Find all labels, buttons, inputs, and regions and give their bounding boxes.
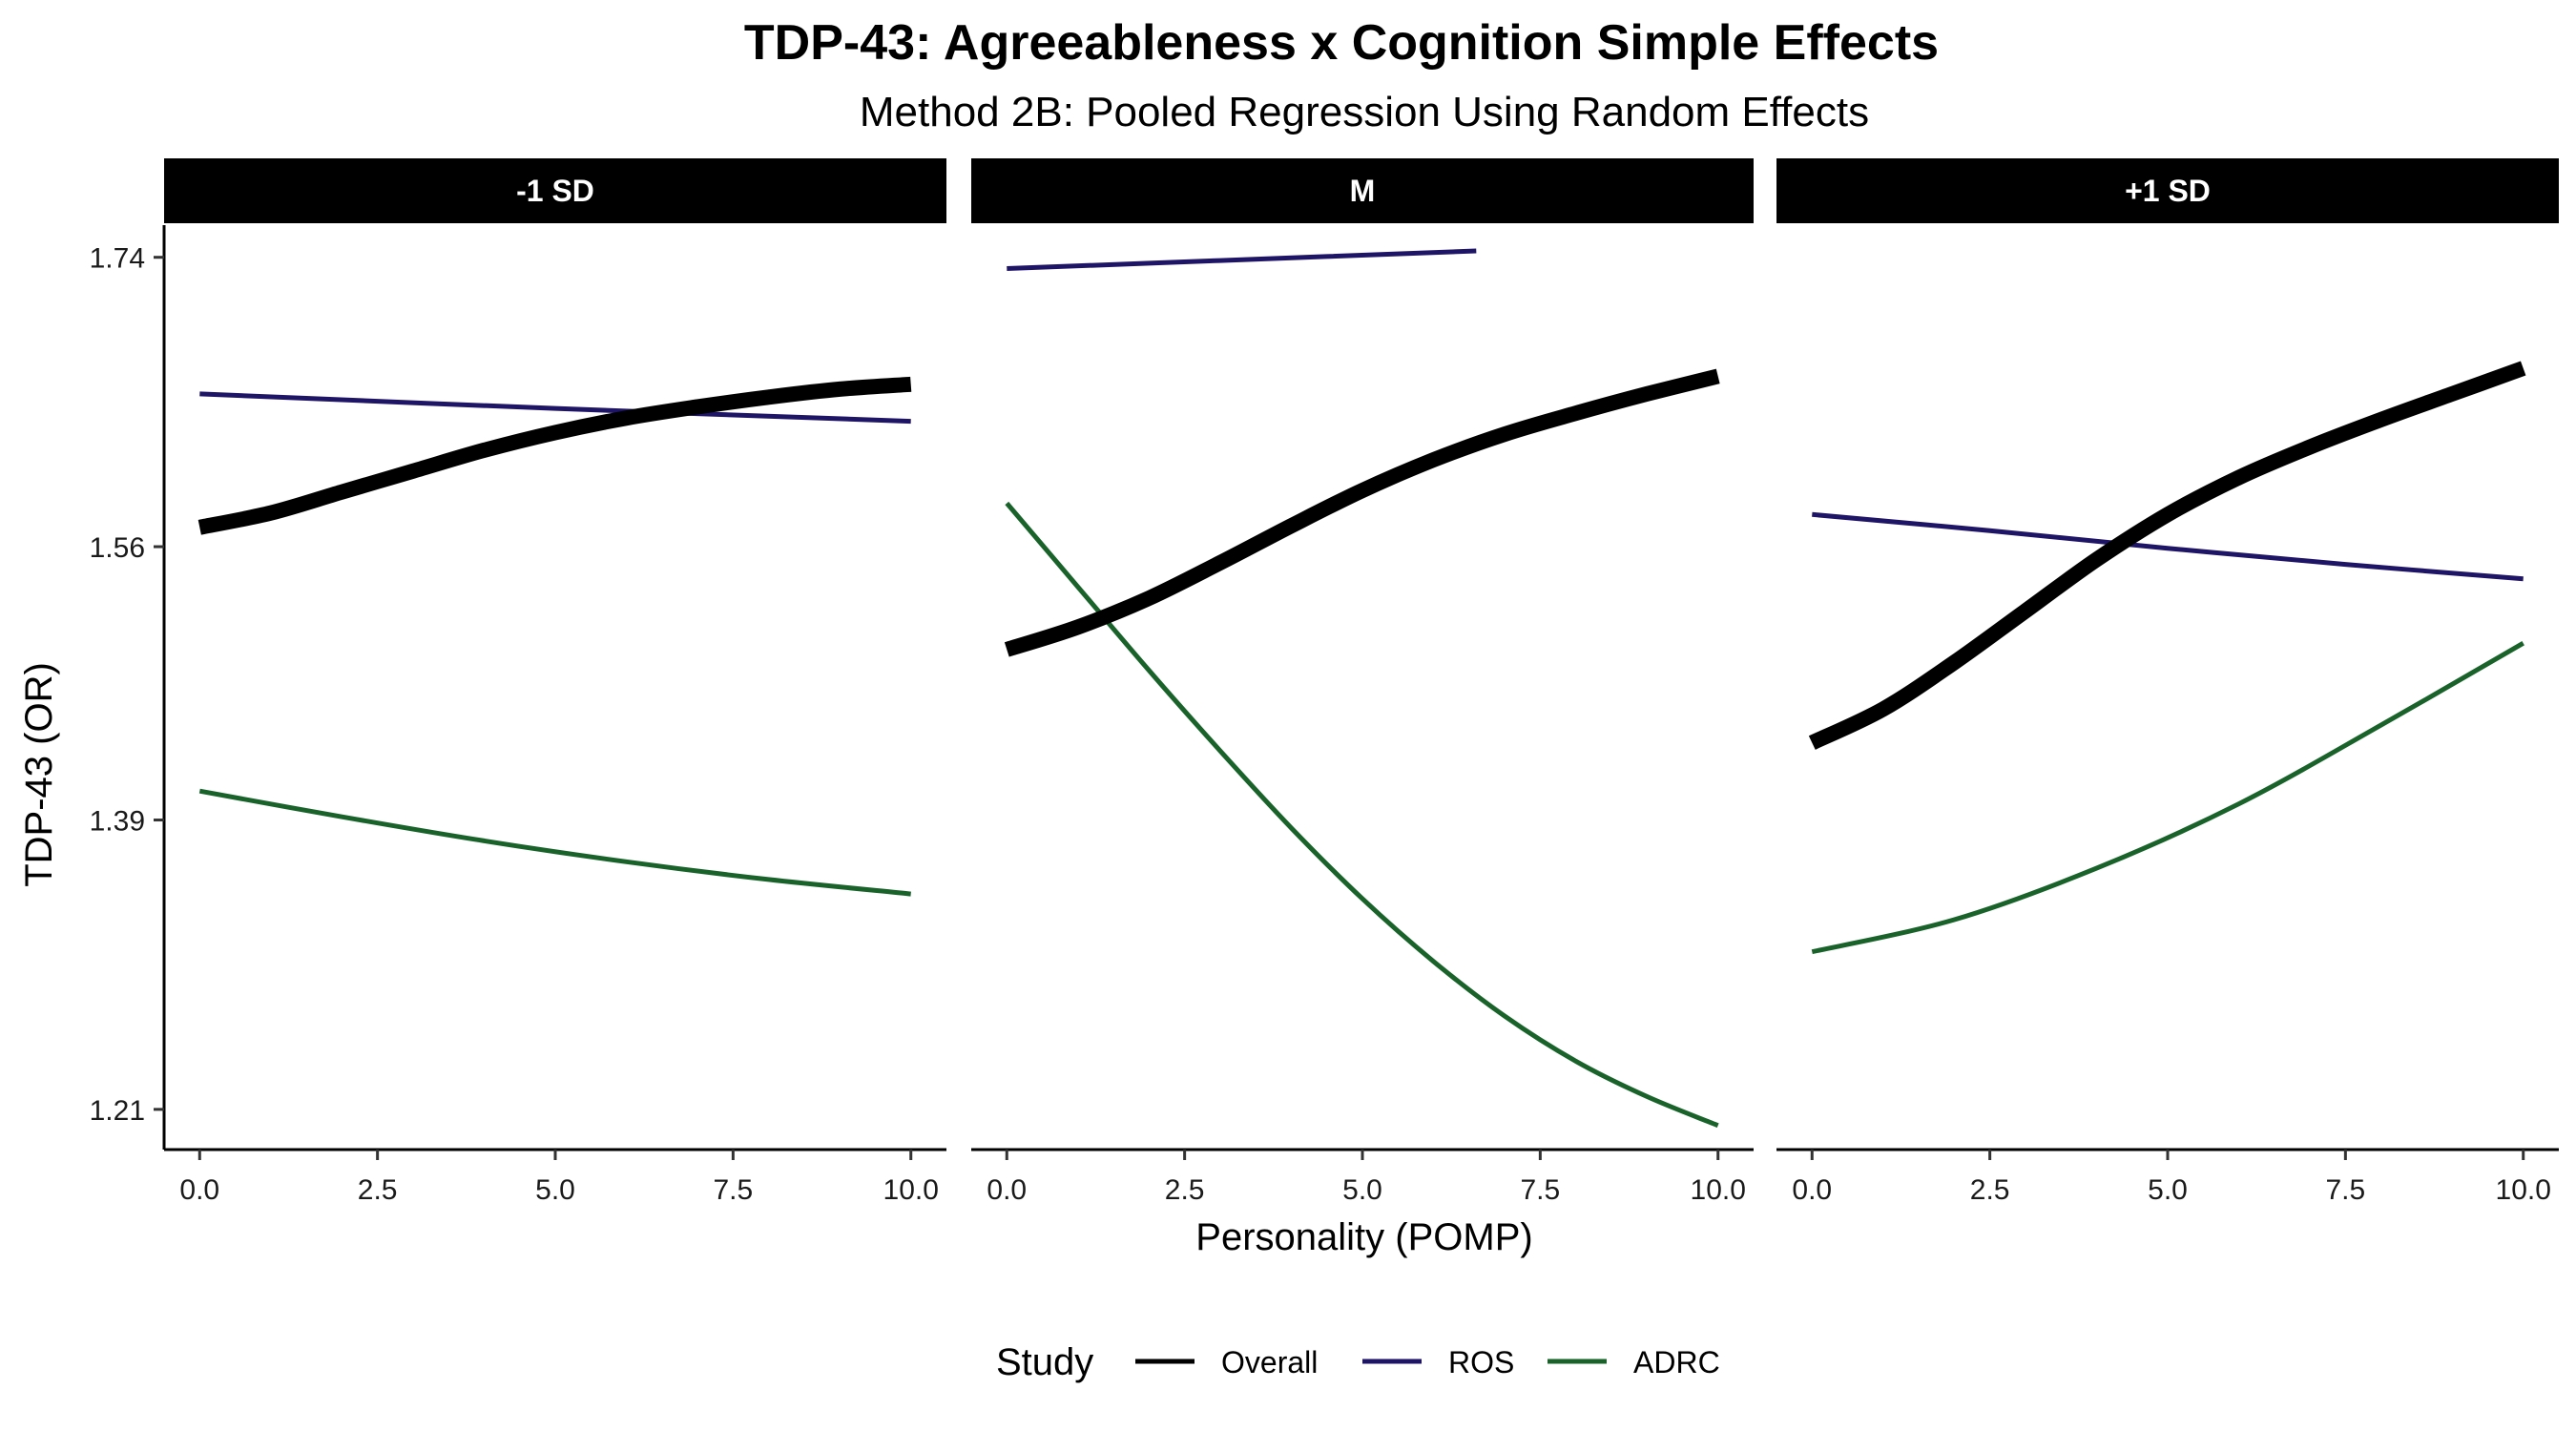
x-tick-label: 5.0: [2148, 1174, 2188, 1206]
x-tick-label: 0.0: [1792, 1174, 1832, 1206]
facet-strip: [1776, 158, 2559, 223]
series-line-adrc: [1811, 641, 2524, 955]
series-line-overall: [1004, 368, 1720, 657]
series-line-ros: [1812, 511, 2524, 582]
series-line-overall: [197, 376, 912, 535]
y-tick-label: 1.56: [90, 532, 145, 564]
legend-title: Study: [996, 1341, 1093, 1383]
facet-strip: [971, 158, 1754, 223]
x-tick-label: 10.0: [2496, 1174, 2551, 1206]
facet-strip-label: +1 SD: [2125, 174, 2211, 208]
x-tick-label: 2.5: [1970, 1174, 2010, 1206]
y-tick-label: 1.74: [90, 243, 145, 275]
y-tick-label: 1.39: [90, 806, 145, 838]
series-line-overall: [1808, 361, 2526, 750]
x-tick-label: 7.5: [1521, 1174, 1561, 1206]
legend-label-ros: ROS: [1448, 1345, 1514, 1379]
facet-strip: [164, 158, 946, 223]
series-line-ros: [1007, 248, 1477, 271]
y-axis-title: TDP-43 (OR): [18, 662, 60, 887]
x-tick-label: 7.5: [2326, 1174, 2366, 1206]
x-tick-label: 5.0: [535, 1174, 575, 1206]
x-tick-label: 0.0: [179, 1174, 219, 1206]
legend-label-overall: Overall: [1221, 1345, 1318, 1379]
series-line-ros: [199, 391, 911, 425]
facet-panel: -1 SD 0.0 2.5 5.0 7.5 10.0 1.21 1.39 1.56 1.74: [90, 158, 946, 1206]
x-tick-label: 10.0: [883, 1174, 939, 1206]
facet-panel: M 0.0 2.5 5.0 7.5 10.0: [971, 158, 1754, 1206]
facet-strip-label: -1 SD: [516, 174, 594, 208]
facet-panel: +1 SD 0.0 2.5 5.0 7.5 10.0: [1776, 158, 2559, 1206]
x-tick-label: 2.5: [358, 1174, 398, 1206]
legend: Study Overall ROS ADRC: [996, 1341, 1720, 1383]
series-line-adrc: [1005, 501, 1719, 1129]
legend-label-adrc: ADRC: [1633, 1345, 1720, 1379]
x-tick-label: 0.0: [987, 1174, 1027, 1206]
series-line-adrc: [198, 788, 911, 897]
facet-strip-label: M: [1350, 174, 1376, 208]
x-axis-title: Personality (POMP): [1195, 1216, 1532, 1258]
chart-title: TDP-43: Agreeableness x Cognition Simple…: [744, 15, 1939, 71]
facet-panels: -1 SD 0.0 2.5 5.0 7.5 10.0 1.21 1.39 1.56 1.74 M 0.…: [90, 158, 2559, 1206]
x-tick-label: 10.0: [1691, 1174, 1746, 1206]
x-tick-label: 5.0: [1342, 1174, 1382, 1206]
x-tick-label: 7.5: [714, 1174, 754, 1206]
y-tick-label: 1.21: [90, 1095, 145, 1127]
x-tick-label: 2.5: [1165, 1174, 1205, 1206]
chart-subtitle: Method 2B: Pooled Regression Using Rando…: [860, 89, 1869, 135]
